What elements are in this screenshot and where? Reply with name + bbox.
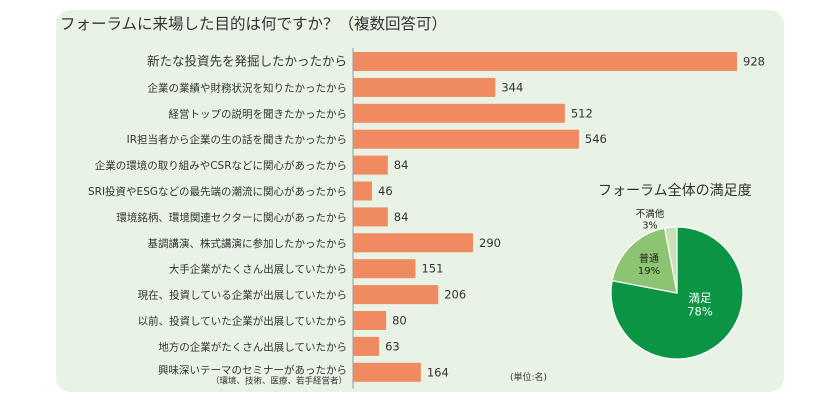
category-label: 現在、投資している企業が出展していたから bbox=[138, 289, 347, 302]
slice-value: 78% bbox=[687, 305, 713, 319]
value-label: 84 bbox=[394, 210, 409, 224]
pie-title: フォーラム全体の満足度 bbox=[598, 183, 752, 199]
category-label: 以前、投資していた企業が出展していたから bbox=[138, 315, 347, 328]
value-label: 512 bbox=[571, 106, 593, 120]
value-label: 63 bbox=[385, 339, 400, 353]
bar bbox=[353, 207, 388, 227]
value-label: 928 bbox=[743, 55, 765, 69]
value-label: 84 bbox=[394, 158, 409, 172]
unit-label: (単位:名) bbox=[510, 373, 548, 383]
category-label: 環境銘柄、環境関連セクターに関心があったから bbox=[116, 211, 347, 224]
category-label: 興味深いテーマのセミナーがあったから bbox=[158, 363, 347, 376]
bar bbox=[353, 285, 439, 305]
category-label: 地方の企業がたくさん出展していたから bbox=[158, 340, 347, 353]
bar bbox=[353, 181, 373, 201]
category-sublabel: （環境、技術、医療、若手経営者） bbox=[211, 375, 347, 386]
chart-title: フォーラムに来場した目的は何ですか？（複数回答可） bbox=[60, 15, 448, 33]
category-label: 大手企業がたくさん出展していたから bbox=[169, 263, 347, 276]
slice-label: 普通 bbox=[639, 252, 659, 265]
pie-slice bbox=[610, 226, 744, 360]
value-label: 344 bbox=[501, 80, 523, 94]
value-label: 206 bbox=[444, 288, 466, 302]
category-label: SRI投資やESGなどの最先端の潮流に関心があったから bbox=[88, 185, 347, 198]
category-label: 企業の環境の取り組みやCSRなどに関心があったから bbox=[95, 159, 347, 172]
slice-label: 満足 bbox=[689, 291, 712, 305]
value-label: 546 bbox=[585, 132, 607, 146]
value-label: 80 bbox=[392, 314, 407, 328]
pie-slice bbox=[611, 227, 678, 294]
slice-label: 不満他 bbox=[636, 208, 665, 220]
bar bbox=[353, 52, 737, 71]
category-label: 基調講演、株式講演に参加したかったから bbox=[148, 237, 348, 250]
bar bbox=[353, 103, 565, 123]
bar bbox=[353, 129, 579, 149]
category-label: 企業の業績や財務状況を知りたかったから bbox=[148, 81, 348, 94]
bar bbox=[353, 259, 416, 279]
slice-value: 19% bbox=[638, 266, 660, 277]
category-label: 新たな投資先を発掘したかったから bbox=[147, 54, 347, 69]
bar bbox=[353, 362, 421, 382]
slice-value: 3% bbox=[642, 221, 657, 232]
value-label: 46 bbox=[378, 184, 393, 198]
bar bbox=[353, 77, 496, 97]
category-label: IR担当者から企業の生の話を聞きたかったから bbox=[127, 133, 347, 146]
value-label: 290 bbox=[479, 236, 501, 250]
pie-slice bbox=[663, 226, 678, 294]
bar bbox=[353, 233, 473, 253]
bar bbox=[353, 155, 388, 175]
bar bbox=[353, 311, 387, 330]
category-label: 経営トップの説明を聞きたかったから bbox=[169, 107, 348, 120]
value-label: 164 bbox=[427, 365, 449, 379]
value-label: 151 bbox=[421, 262, 443, 276]
bar bbox=[353, 336, 380, 356]
